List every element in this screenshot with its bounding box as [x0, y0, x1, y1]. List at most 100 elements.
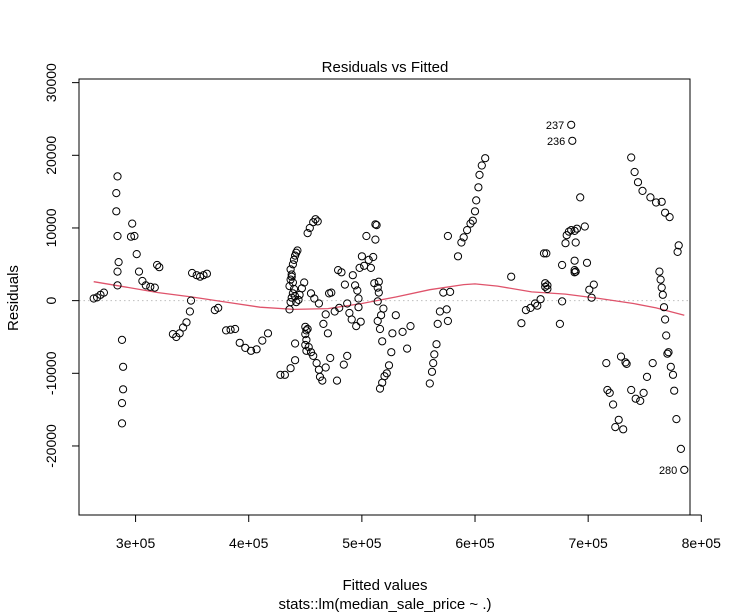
residual-point — [576, 193, 585, 202]
residual-point — [526, 303, 535, 312]
residual-point — [443, 231, 452, 241]
residual-point — [622, 359, 631, 368]
residual-point — [280, 370, 289, 379]
residual-point — [481, 154, 490, 163]
residual-point — [293, 246, 302, 255]
residual-point — [117, 335, 127, 344]
residual-point — [602, 359, 611, 368]
residual-point — [186, 296, 196, 305]
y-tick-label: -10000 — [43, 351, 59, 395]
residual-point — [587, 293, 596, 302]
residual-point — [558, 297, 567, 306]
residual-point — [371, 220, 380, 229]
residual-point — [539, 249, 549, 258]
residual-point — [443, 316, 452, 326]
residual-point — [287, 272, 296, 281]
residual-point — [561, 239, 570, 248]
residual-point — [340, 280, 349, 289]
residual-point — [517, 319, 526, 328]
residual-point — [323, 329, 332, 338]
residual-point — [113, 281, 122, 290]
residual-point — [648, 359, 657, 368]
residual-point — [656, 275, 665, 284]
residual-point — [306, 289, 316, 298]
residual-point — [297, 284, 306, 293]
y-tick-label: 30000 — [43, 63, 59, 102]
residual-point — [374, 288, 383, 297]
residual-point — [475, 170, 484, 179]
residual-point — [388, 329, 397, 338]
residual-point — [302, 335, 311, 344]
residual-point — [680, 465, 689, 474]
residual-point — [348, 271, 357, 280]
residual-point — [318, 376, 327, 385]
residual-point — [642, 372, 652, 381]
residual-point — [585, 285, 594, 294]
residual-point — [202, 269, 211, 278]
residual-point — [472, 196, 481, 205]
residual-point — [374, 277, 383, 286]
residual-point — [371, 235, 380, 244]
residual-point — [369, 252, 378, 262]
residual-point — [286, 364, 295, 373]
residual-point — [614, 415, 623, 424]
residual-point — [459, 233, 468, 242]
residual-point — [477, 161, 486, 170]
residual-point — [179, 323, 188, 332]
residual-point — [657, 197, 666, 206]
residual-point — [335, 303, 344, 312]
residual-point — [555, 319, 565, 328]
residual-point — [676, 444, 686, 453]
residual-point — [435, 307, 444, 316]
residual-point — [542, 249, 551, 258]
residual-point — [666, 362, 675, 371]
residual-point — [657, 283, 666, 292]
residual-point — [327, 288, 336, 297]
residual-point — [366, 263, 375, 272]
residual-point — [406, 322, 415, 331]
y-tick-label: 20000 — [43, 136, 59, 175]
residual-point — [214, 303, 223, 312]
residual-point — [567, 226, 576, 235]
residual-point — [226, 325, 235, 334]
residual-point — [294, 295, 303, 304]
residual-point — [530, 299, 540, 308]
residual-point — [470, 207, 480, 216]
residual-point — [314, 365, 323, 374]
residual-point — [288, 278, 297, 287]
residual-point — [378, 337, 387, 346]
residual-point — [375, 324, 385, 334]
residual-point — [661, 208, 670, 217]
residual-point — [130, 231, 139, 241]
residual-point — [304, 343, 313, 352]
residual-point — [658, 290, 667, 299]
residual-point — [380, 372, 389, 381]
x-tick-label: 6e+05 — [455, 535, 495, 551]
residual-point — [314, 299, 323, 308]
residual-point — [572, 224, 582, 233]
residual-point — [235, 338, 244, 347]
residual-point — [603, 385, 612, 395]
residual-point — [300, 278, 309, 287]
residual-point — [141, 281, 150, 290]
residual-point — [672, 415, 681, 424]
residual-point — [287, 270, 296, 279]
y-tick-label: 10000 — [43, 208, 59, 247]
residual-point — [222, 326, 231, 335]
residual-point — [543, 281, 552, 290]
residual-point — [661, 315, 670, 324]
residual-point — [468, 216, 477, 225]
residual-point — [379, 304, 388, 313]
residual-point — [310, 294, 319, 303]
residual-point — [337, 268, 346, 277]
residual-point — [627, 153, 636, 162]
residual-point — [188, 268, 197, 278]
residual-point — [533, 301, 542, 310]
residual-point — [665, 213, 674, 222]
residual-point — [319, 319, 328, 328]
residual-point — [429, 359, 438, 368]
residual-point — [631, 394, 640, 403]
residual-point — [301, 330, 310, 339]
residual-point — [616, 352, 626, 361]
